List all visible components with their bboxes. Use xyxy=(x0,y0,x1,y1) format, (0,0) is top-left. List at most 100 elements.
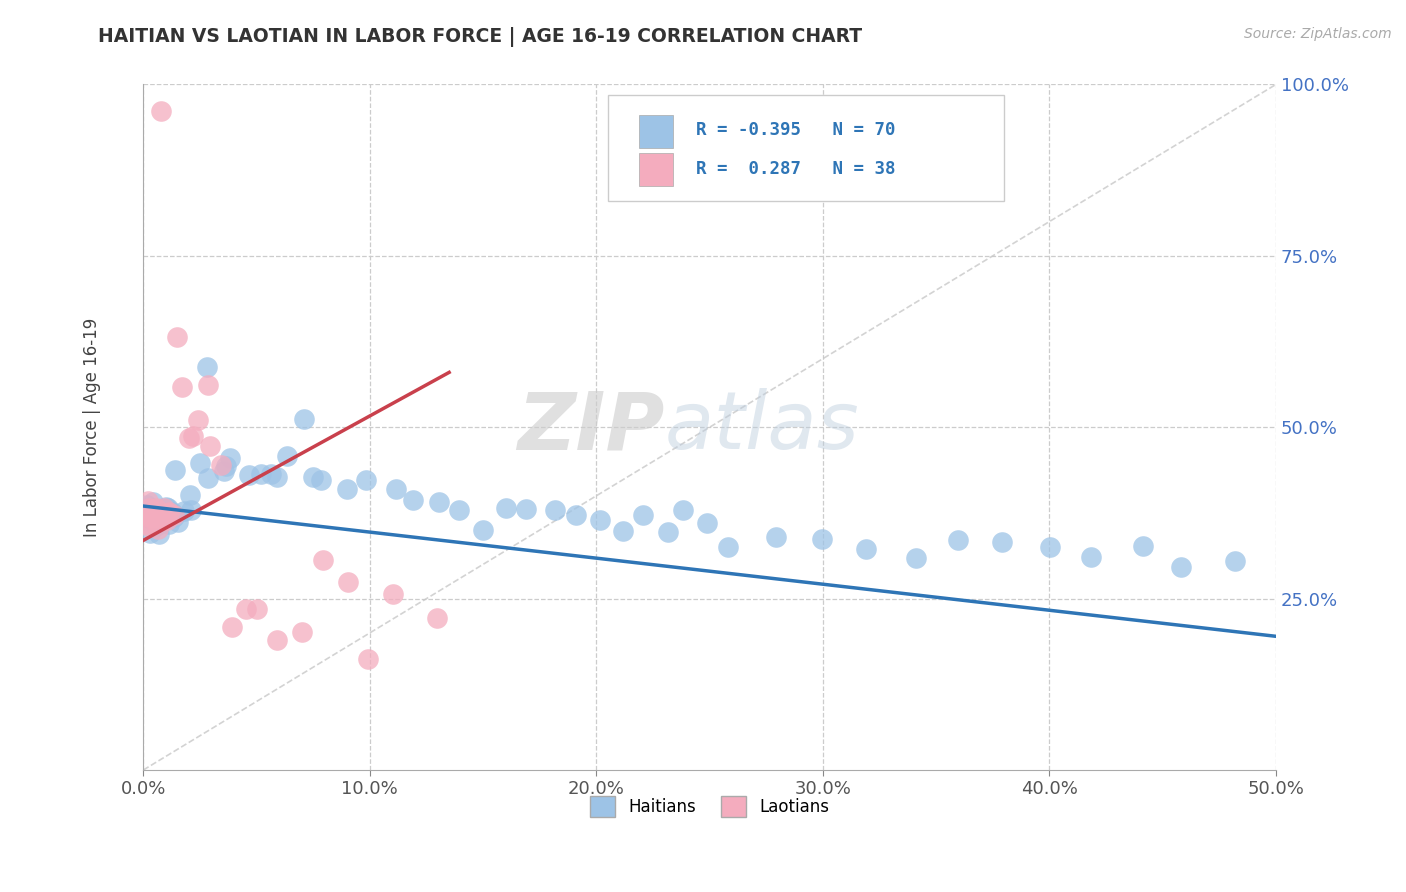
Point xyxy=(136,498,159,512)
Point xyxy=(148,511,170,525)
Point xyxy=(138,500,160,515)
Point xyxy=(136,493,159,508)
Point xyxy=(612,524,634,539)
Point xyxy=(183,429,205,443)
Point xyxy=(312,553,335,567)
Point xyxy=(148,508,170,523)
Point xyxy=(167,515,190,529)
Point xyxy=(991,534,1014,549)
Point xyxy=(200,439,222,453)
Point xyxy=(146,511,169,525)
Point xyxy=(565,508,588,522)
Point xyxy=(150,103,173,118)
Point xyxy=(246,601,269,615)
Point xyxy=(149,513,172,527)
Point xyxy=(165,463,187,477)
Point xyxy=(143,506,166,520)
Point xyxy=(215,458,238,473)
Point xyxy=(148,527,170,541)
Point xyxy=(672,503,695,517)
Point xyxy=(657,524,679,539)
Point xyxy=(589,513,612,527)
Legend: Haitians, Laotians: Haitians, Laotians xyxy=(583,789,837,823)
Point xyxy=(260,467,283,481)
FancyBboxPatch shape xyxy=(640,153,673,186)
Text: R =  0.287   N = 38: R = 0.287 N = 38 xyxy=(696,160,896,178)
Point xyxy=(1080,550,1102,565)
Point xyxy=(946,533,969,548)
Point xyxy=(141,508,163,523)
Point xyxy=(152,501,174,516)
Point xyxy=(187,413,209,427)
Point xyxy=(142,508,165,522)
Point xyxy=(142,509,165,524)
Point xyxy=(136,519,159,533)
Point xyxy=(188,456,211,470)
Point xyxy=(138,504,160,518)
Point xyxy=(138,511,160,525)
Point xyxy=(166,330,188,344)
Point xyxy=(134,504,156,518)
Point xyxy=(179,431,201,445)
Point xyxy=(266,632,288,647)
Point xyxy=(195,359,218,374)
Point xyxy=(1170,560,1192,574)
Point xyxy=(905,551,928,566)
Point xyxy=(197,377,219,392)
Point xyxy=(291,624,314,639)
Text: atlas: atlas xyxy=(665,388,859,467)
Point xyxy=(163,508,186,522)
Point xyxy=(309,473,332,487)
Point xyxy=(197,471,219,485)
Point xyxy=(160,505,183,519)
Point xyxy=(1132,540,1154,554)
FancyBboxPatch shape xyxy=(607,95,1004,201)
Point xyxy=(179,488,201,502)
Point xyxy=(142,495,165,509)
Point xyxy=(238,468,260,483)
Point xyxy=(139,503,162,517)
Point xyxy=(212,464,235,478)
Point xyxy=(472,523,495,537)
Text: ZIP: ZIP xyxy=(517,388,665,467)
Point xyxy=(157,505,180,519)
Point xyxy=(150,513,173,527)
Point xyxy=(173,504,195,518)
Point xyxy=(148,517,170,532)
Point xyxy=(495,501,517,516)
Point xyxy=(544,503,567,517)
Point xyxy=(250,467,273,481)
Point xyxy=(163,510,186,524)
Point xyxy=(138,510,160,524)
Point xyxy=(156,513,179,527)
Point xyxy=(156,501,179,516)
Point xyxy=(811,532,834,546)
Point xyxy=(765,530,787,544)
Point xyxy=(301,470,323,484)
Text: R = -0.395   N = 70: R = -0.395 N = 70 xyxy=(696,121,896,139)
Point xyxy=(221,620,243,634)
Point xyxy=(696,516,718,530)
Point xyxy=(209,458,232,472)
Point xyxy=(145,519,167,533)
Point xyxy=(447,503,470,517)
Point xyxy=(159,506,181,520)
Point xyxy=(219,451,242,466)
Point xyxy=(357,652,380,666)
Point xyxy=(336,574,359,589)
Point xyxy=(631,508,654,522)
Point xyxy=(155,500,177,514)
Text: Source: ZipAtlas.com: Source: ZipAtlas.com xyxy=(1244,27,1392,41)
Point xyxy=(1039,541,1062,555)
Point xyxy=(266,470,288,484)
Point xyxy=(855,542,877,557)
Point xyxy=(717,540,740,554)
Point xyxy=(426,611,449,625)
Point xyxy=(145,501,167,516)
Point xyxy=(152,513,174,527)
Point xyxy=(292,412,315,426)
Point xyxy=(139,508,162,523)
Point xyxy=(139,526,162,541)
Point xyxy=(382,587,405,601)
Point xyxy=(153,511,176,525)
